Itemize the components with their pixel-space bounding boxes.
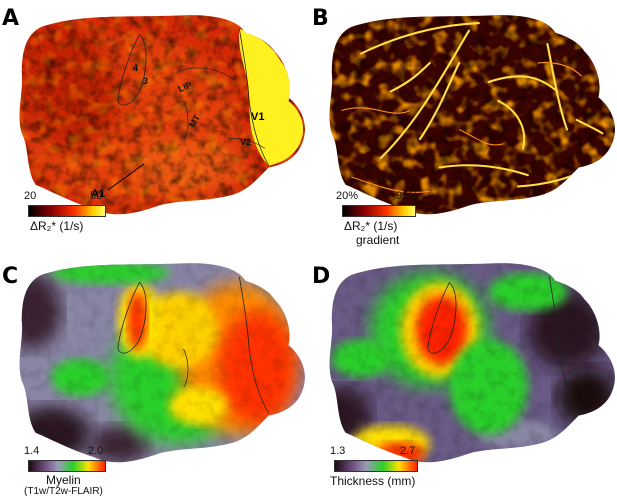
colorbar-d-min: 1.3 (330, 445, 346, 457)
panel-d: D 1.3 2.7 Thickness (mm) (310, 248, 617, 496)
panel-b: B 20% 95% ΔR₂* (1/s) gradient (310, 0, 617, 248)
colorbar-c-max: 2.0 (88, 445, 104, 457)
myelin-flatmap (19, 263, 305, 463)
colorbar-c-caption-line2: (T1w/T2w-FLAIR) (24, 486, 103, 497)
colorbar-b-caption: ΔR₂* (1/s) (344, 219, 398, 233)
area-label-v2: V2 (240, 137, 252, 147)
panel-label-d: D (312, 264, 331, 289)
r2-star-gradient-flatmap (329, 15, 615, 215)
colorbar-c (28, 460, 106, 472)
colorbar-b-min: 20% (336, 190, 359, 202)
panel-label-c: C (2, 264, 19, 289)
colorbar-a-caption: ΔR₂* (1/s) (30, 219, 84, 233)
colorbar-a-min: 20 (24, 190, 37, 202)
colorbar-b (342, 205, 416, 217)
panel-c: C 1.4 2.0 Myelin (T1w/T2w-FLAIR) (0, 248, 308, 497)
colorbar-d (334, 460, 418, 472)
panel-label-a: A (2, 6, 20, 31)
panel-a: A 4 3 LIP MT V1 V2 A1 20 50 ΔR₂* (1/s) (0, 0, 308, 248)
colorbar-a (28, 205, 106, 217)
colorbar-c-caption: Myelin (46, 473, 81, 487)
area-label-a1: A1 (91, 188, 106, 200)
panel-label-b: B (312, 6, 329, 31)
area-label-v1: V1 (251, 111, 265, 123)
r2-star-flatmap (19, 15, 305, 215)
area-label-3: 3 (143, 76, 149, 86)
colorbar-b-caption-line2: gradient (356, 233, 400, 247)
thickness-flatmap (329, 263, 615, 463)
colorbar-d-caption: Thickness (mm) (330, 474, 416, 488)
area-label-4: 4 (133, 63, 139, 73)
colorbar-c-min: 1.4 (24, 445, 40, 457)
colorbar-a-max: 50 (90, 190, 103, 202)
a1-pointer-line (107, 163, 145, 191)
colorbar-d-max: 2.7 (400, 445, 416, 457)
colorbar-b-max: 95% (396, 190, 419, 202)
